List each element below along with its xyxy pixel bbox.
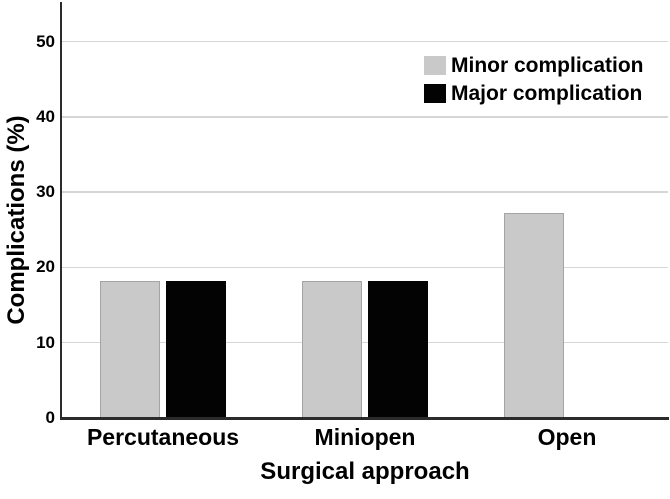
y-tick-label-0: 0 [45,408,55,427]
y-tick-label-10: 10 [36,332,55,352]
x-category-label-miniopen: Miniopen [314,424,416,450]
y-axis-line [59,2,62,418]
bar-minor-miniopen [302,281,362,418]
legend-swatch-major-complication [424,84,446,103]
gridline-10 [62,341,668,344]
legend-label-major-complication: Major complication [451,82,643,105]
bar-major-miniopen [368,281,428,418]
y-tick-label-50: 50 [36,31,55,51]
gridline-30 [62,191,668,193]
bar-minor-open [504,212,564,418]
bar-major-percutaneous [166,281,226,418]
y-tick-label-20: 20 [36,257,55,277]
legend-row-major-complication: Major complication [424,82,644,105]
gridline-40 [62,116,668,118]
bar-minor-percutaneous [100,281,160,418]
y-axis-title: Complications (%) [3,115,30,325]
legend-row-minor-complication: Minor complication [424,54,644,77]
legend-label-minor-complication: Minor complication [451,54,644,77]
x-category-label-percutaneous: Percutaneous [86,424,240,450]
gridline-50 [62,40,668,43]
x-category-label-open: Open [537,424,597,450]
legend-swatch-minor-complication [424,56,446,75]
y-tick-label-30: 30 [36,182,55,202]
gridline-20 [62,266,668,269]
legend: Minor complication Major complication [424,54,644,110]
y-tick-label-40: 40 [36,106,55,126]
x-axis-line [59,417,669,420]
x-axis-title: Surgical approach [260,458,470,485]
